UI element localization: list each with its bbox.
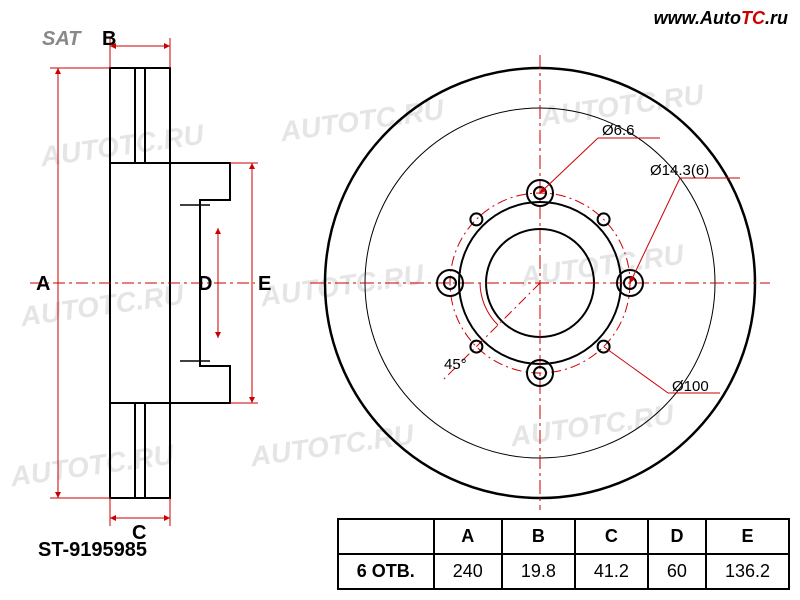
callout-large-hole: Ø14.3(6) <box>650 162 709 179</box>
part-number: ST-9195985 <box>38 539 147 562</box>
val-E: 136.2 <box>706 554 789 589</box>
dimension-table: A B C D E 6 ОТВ. 240 19.8 41.2 60 136.2 <box>337 518 790 590</box>
col-A: A <box>434 519 502 554</box>
front-view <box>310 55 770 510</box>
table-value-row: 6 ОТВ. 240 19.8 41.2 60 136.2 <box>338 554 789 589</box>
dim-A: A <box>36 273 50 296</box>
val-D: 60 <box>648 554 706 589</box>
col-C: C <box>575 519 648 554</box>
side-view <box>30 68 255 498</box>
col-E: E <box>706 519 789 554</box>
col-D: D <box>648 519 706 554</box>
callout-small-hole: Ø6.6 <box>602 122 635 139</box>
table-corner <box>338 519 434 554</box>
dim-E: E <box>258 273 271 296</box>
callout-bolt-circle: Ø100 <box>672 378 709 395</box>
side-dimensions <box>50 38 258 526</box>
row-label: 6 ОТВ. <box>338 554 434 589</box>
dim-D: D <box>198 273 212 296</box>
col-B: B <box>502 519 575 554</box>
table-header-row: A B C D E <box>338 519 789 554</box>
val-B: 19.8 <box>502 554 575 589</box>
callout-angle: 45° <box>444 356 467 373</box>
val-A: 240 <box>434 554 502 589</box>
technical-drawing <box>0 0 800 600</box>
val-C: 41.2 <box>575 554 648 589</box>
dim-B: B <box>102 28 116 51</box>
